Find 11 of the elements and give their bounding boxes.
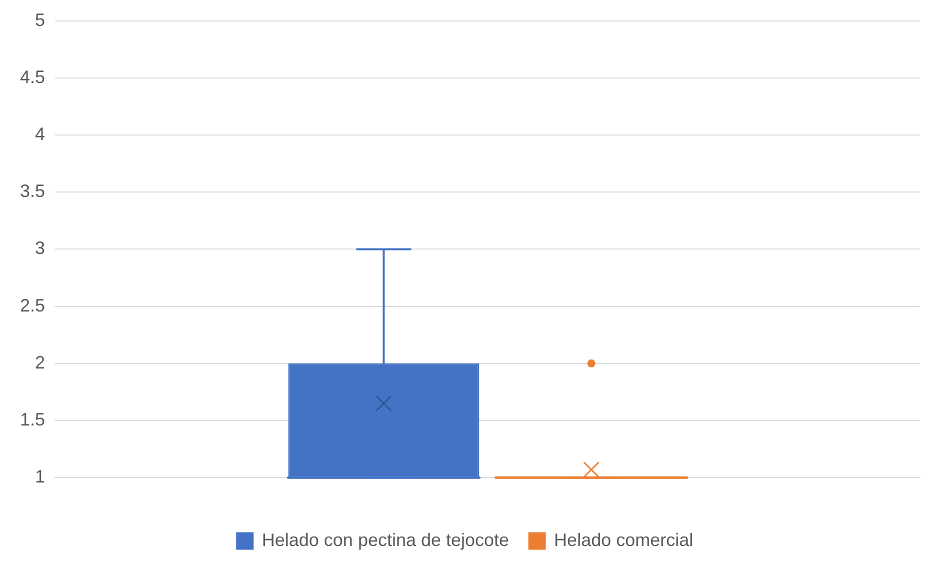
- y-tick-label: 3: [35, 238, 46, 258]
- legend-label: Helado con pectina de tejocote: [262, 530, 510, 550]
- y-tick-label: 1: [35, 466, 46, 487]
- y-tick-label: 1.5: [20, 409, 46, 430]
- legend-label: Helado comercial: [554, 530, 694, 550]
- y-tick-label: 2: [35, 352, 46, 372]
- y-tick-label: 3.5: [20, 181, 46, 202]
- y-tick-label: 4: [35, 124, 46, 144]
- y-tick-label: 5: [35, 10, 46, 30]
- y-tick-label: 2.5: [20, 295, 46, 316]
- y-tick-label: 4.5: [20, 66, 46, 87]
